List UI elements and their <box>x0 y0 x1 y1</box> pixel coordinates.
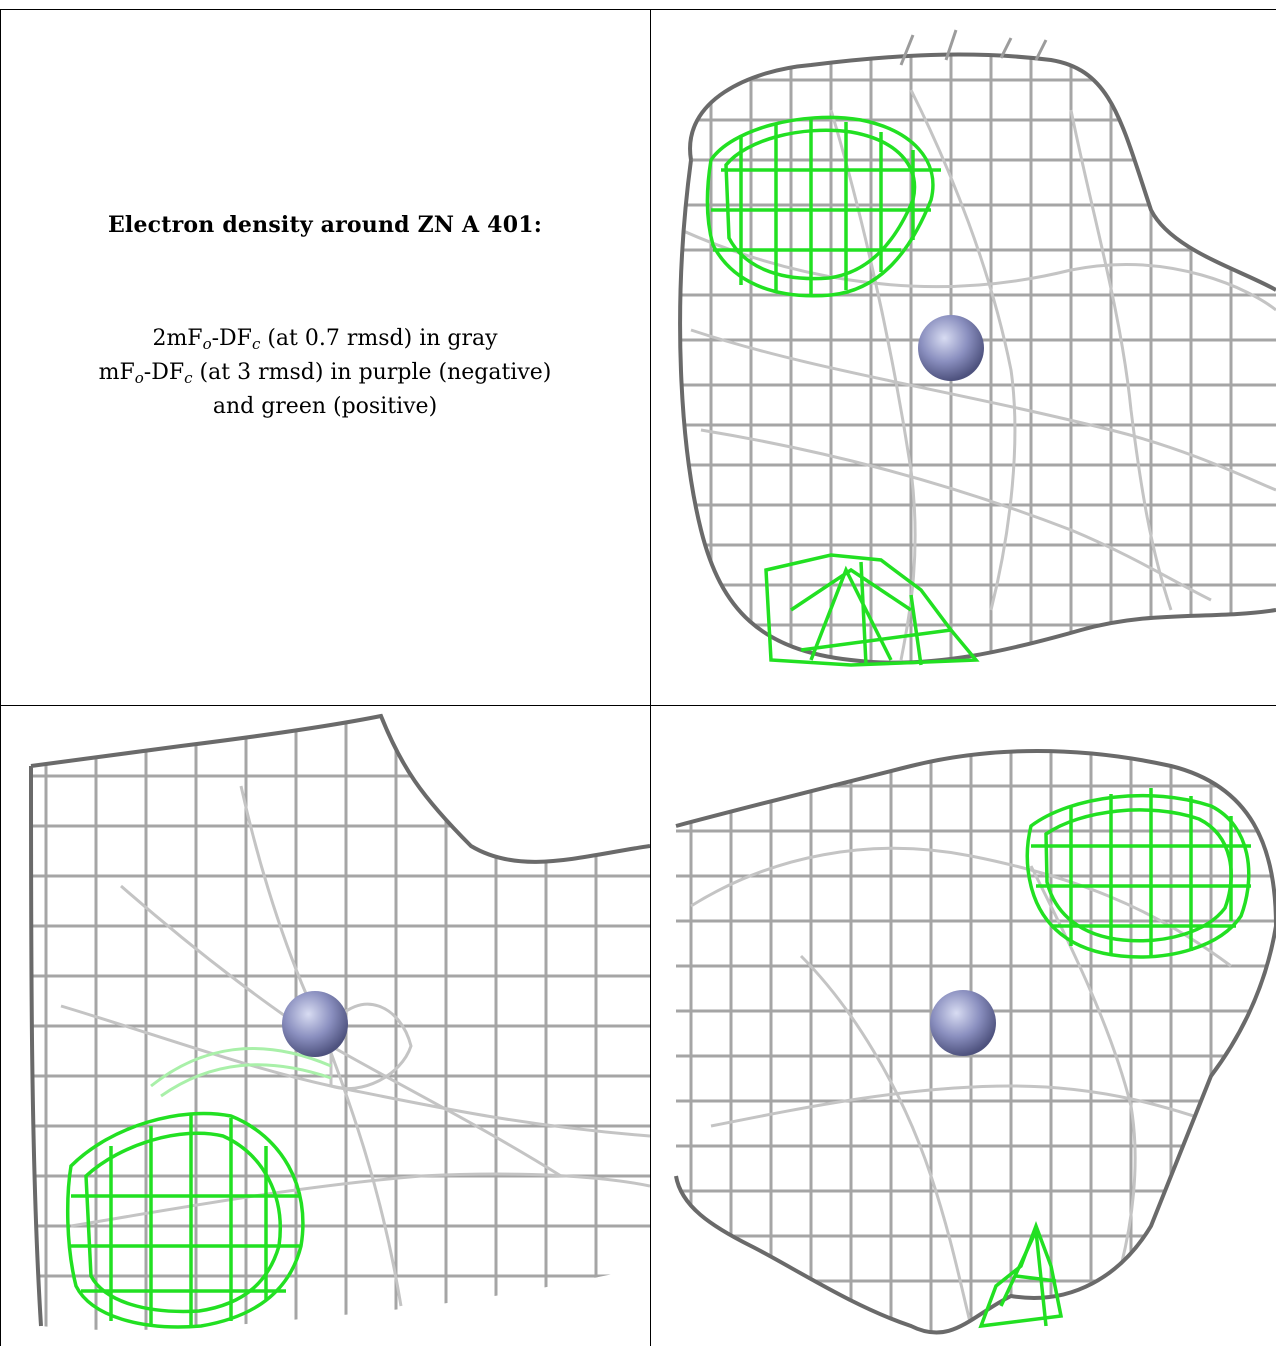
zn-atom-1 <box>918 315 984 381</box>
caption-cell: Electron density around ZN A 401: 2mFo-D… <box>0 0 650 706</box>
mesh-svg-3 <box>651 706 1276 1346</box>
mesh-gray-spikes-1 <box>901 30 1046 65</box>
density-view-3 <box>651 706 1276 1346</box>
mesh-green-faint-2 <box>151 1049 331 1096</box>
caption-body: 2mFo-DFc (at 0.7 rmsd) in gray mFo-DFc (… <box>0 322 650 424</box>
mesh-svg-2 <box>1 706 650 1346</box>
caption-title: Electron density around ZN A 401: <box>0 212 650 238</box>
zn-atom-3 <box>930 990 996 1056</box>
density-view-2 <box>1 706 650 1346</box>
mesh-svg-1 <box>651 10 1276 705</box>
caption-line-diff: mFo-DFc (at 3 rmsd) in purple (negative) <box>0 356 650 390</box>
caption-line-gray: 2mFo-DFc (at 0.7 rmsd) in gray <box>0 322 650 356</box>
mesh-gray-curves-1 <box>681 90 1276 660</box>
caption-line-green: and green (positive) <box>0 390 650 424</box>
zn-atom-2 <box>282 991 348 1057</box>
density-view-1 <box>651 10 1276 705</box>
